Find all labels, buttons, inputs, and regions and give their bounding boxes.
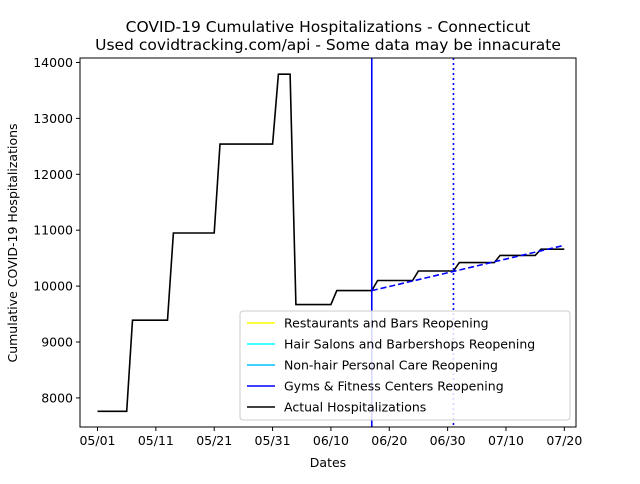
y-tick-label: 12000 bbox=[33, 167, 73, 182]
y-tick-label: 9000 bbox=[41, 335, 73, 350]
legend-label: Gyms & Fitness Centers Reopening bbox=[284, 379, 504, 394]
y-tick-label: 11000 bbox=[33, 223, 73, 238]
legend-label: Restaurants and Bars Reopening bbox=[284, 316, 489, 331]
x-tick-label: 05/01 bbox=[79, 433, 115, 448]
legend-box bbox=[239, 310, 571, 421]
x-tick-label: 06/30 bbox=[430, 433, 466, 448]
x-tick-label: 07/10 bbox=[488, 433, 524, 448]
legend-label: Non-hair Personal Care Reopening bbox=[284, 358, 498, 373]
x-tick-label: 06/20 bbox=[371, 433, 407, 448]
trend-line bbox=[371, 244, 565, 292]
axes: 05/01 05/11 05/21 05/31 06/10 06/20 06/30 07/10… bbox=[33, 55, 582, 448]
legend-label: Actual Hospitalizations bbox=[284, 400, 426, 415]
y-tick-label: 10000 bbox=[33, 279, 73, 294]
chart-subtitle: Used covidtracking.com/api - Some data m… bbox=[95, 36, 561, 54]
plot-frame bbox=[79, 57, 577, 428]
legend-label: Hair Salons and Barbershops Reopening bbox=[284, 337, 535, 352]
x-axis-label: Dates bbox=[310, 455, 346, 470]
x-tick-label: 07/20 bbox=[546, 433, 582, 448]
y-axis-label: Cumulative COVID-19 Hospitalizations bbox=[5, 123, 20, 362]
x-tick-label: 05/11 bbox=[138, 433, 174, 448]
chart-title: COVID-19 Cumulative Hospitalizations - C… bbox=[126, 18, 531, 36]
x-tick-label: 05/21 bbox=[196, 433, 232, 448]
x-tick-label: 06/10 bbox=[313, 433, 349, 448]
y-tick-label: 8000 bbox=[41, 390, 73, 405]
x-tick-label: 05/31 bbox=[255, 433, 291, 448]
y-tick-label: 14000 bbox=[33, 55, 73, 70]
y-tick-label: 13000 bbox=[33, 111, 73, 126]
legend: Restaurants and Bars Reopening Hair Salon… bbox=[239, 310, 571, 421]
